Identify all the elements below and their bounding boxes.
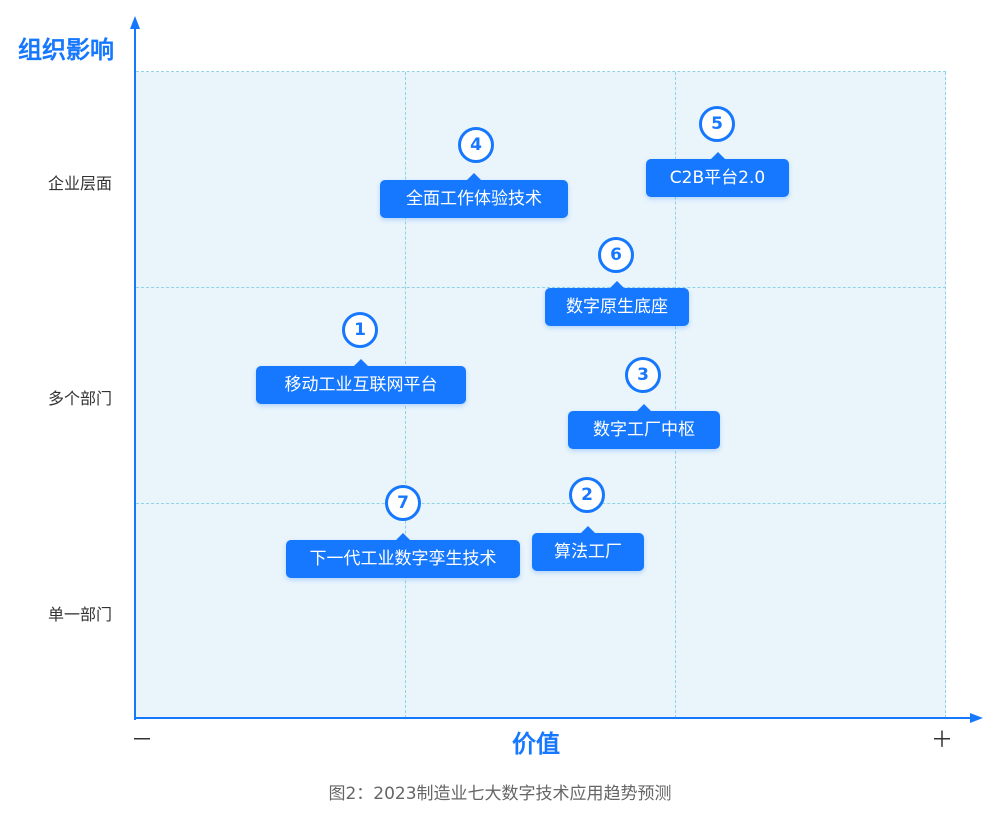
item-tag: 全面工作体验技术 <box>380 173 568 218</box>
y-axis-title: 组织影响 <box>18 36 114 64</box>
item-number-badge: 5 <box>699 106 735 142</box>
grid-line-top <box>136 71 946 72</box>
item-tag: 数字原生底座 <box>545 281 689 326</box>
item-number-badge: 2 <box>569 477 605 513</box>
y-tick-enterprise: 企业层面 <box>48 174 113 193</box>
item-number-badge: 6 <box>598 237 634 273</box>
item-tag: C2B平台2.0 <box>646 152 789 197</box>
item-tag: 数字工厂中枢 <box>568 404 720 449</box>
grid-line-horizontal-1 <box>136 287 946 288</box>
y-tick-multi-dept: 多个部门 <box>48 389 113 408</box>
item-tag: 算法工厂 <box>532 526 644 571</box>
grid-line-horizontal-2 <box>136 503 946 504</box>
y-axis-line <box>134 28 136 720</box>
grid-line-vertical-2 <box>675 72 676 718</box>
item-number-badge: 7 <box>385 485 421 521</box>
y-tick-single-dept: 单一部门 <box>48 605 113 624</box>
item-number-badge: 1 <box>342 312 378 348</box>
x-axis-title: 价值 <box>512 730 560 758</box>
x-axis-arrow-icon <box>970 713 983 723</box>
x-axis-max-label: ＋ <box>931 728 954 753</box>
grid-line-right <box>945 72 946 718</box>
item-tag: 下一代工业数字孪生技术 <box>286 533 520 578</box>
item-number-badge: 3 <box>625 357 661 393</box>
x-axis-min-label: － <box>131 728 154 753</box>
x-axis-line <box>134 717 972 719</box>
figure-caption: 图2：2023制造业七大数字技术应用趋势预测 <box>328 784 672 804</box>
item-number-badge: 4 <box>458 127 494 163</box>
y-axis-arrow-icon <box>130 16 140 29</box>
item-tag: 移动工业互联网平台 <box>256 359 466 404</box>
